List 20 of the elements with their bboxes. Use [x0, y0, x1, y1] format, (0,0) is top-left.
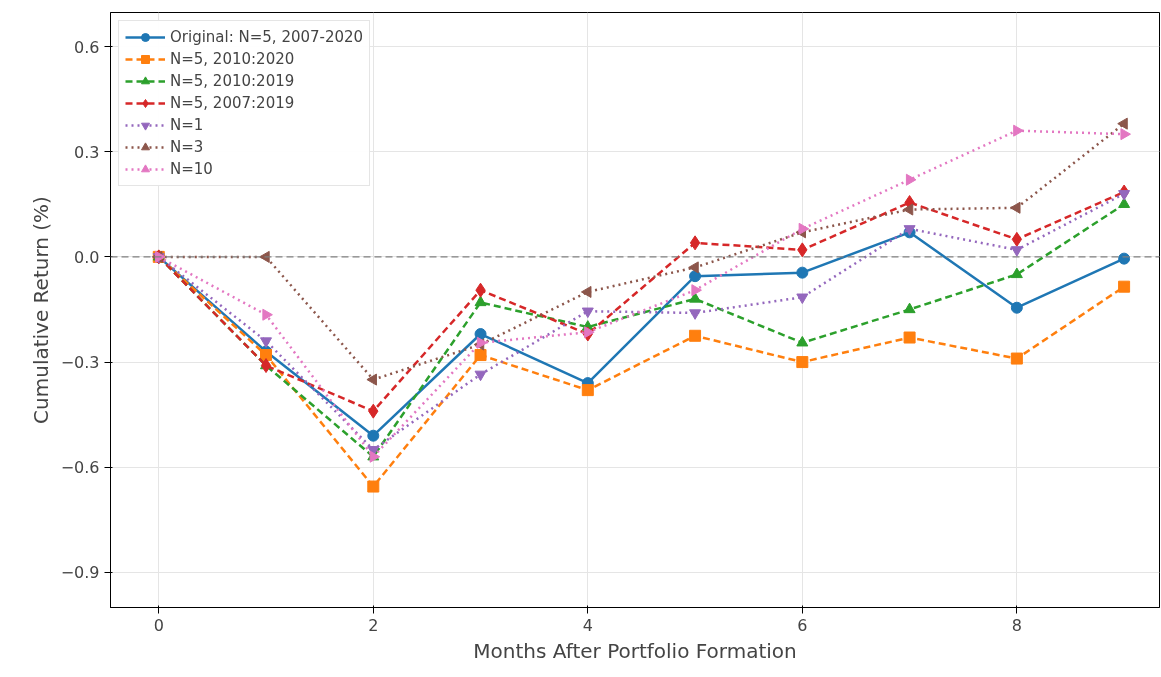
y-tick-label: −0.9 [60, 563, 100, 583]
y-tick-label: 0.3 [74, 142, 100, 162]
x-tick-label: 0 [153, 615, 164, 635]
legend-label: N=5, 2007:2019 [170, 94, 295, 112]
y-tick-label: 0.0 [74, 247, 100, 267]
y-tick-label: −0.6 [60, 458, 100, 478]
y-tick-label: 0.6 [74, 37, 100, 57]
legend-label: N=3 [170, 138, 204, 156]
y-axis-title: Cumulative Return (%) [28, 196, 53, 424]
legend-label: N=5, 2010:2020 [170, 50, 295, 68]
legend-label: N=10 [170, 160, 213, 178]
x-tick-label: 4 [582, 615, 593, 635]
legend-label: N=1 [170, 116, 204, 134]
x-axis-title: Months After Portfolio Formation [473, 638, 797, 663]
legend-label: N=5, 2010:2019 [170, 72, 295, 90]
x-tick-label: 6 [797, 615, 808, 635]
x-tick-label: 2 [368, 615, 379, 635]
x-tick-label: 8 [1011, 615, 1022, 635]
y-tick-label: −0.3 [60, 353, 100, 373]
legend-label: Original: N=5, 2007-2020 [170, 28, 364, 46]
